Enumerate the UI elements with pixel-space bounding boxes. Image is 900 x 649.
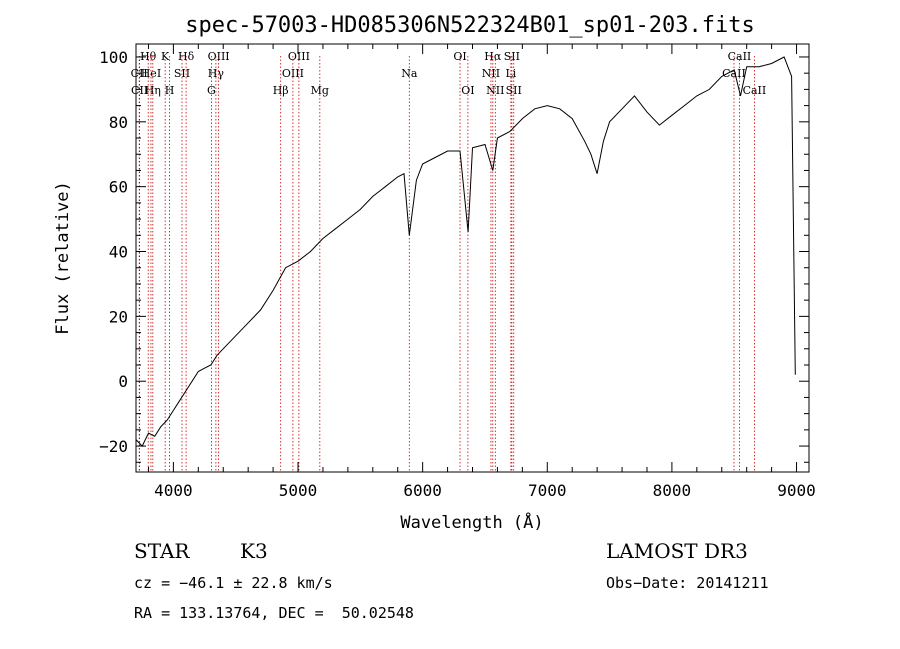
redshift-info: cz = −46.1 ± 22.8 km/s (134, 574, 333, 592)
spectral-line-label-4: Hη (145, 84, 161, 97)
chart-title: spec-57003-HD085306N522324B01_sp01-203.f… (185, 13, 755, 38)
spectral-line-label-18: OI (461, 84, 474, 97)
y-tick-label-4: 60 (109, 178, 128, 197)
x-tick-label-3: 7000 (528, 481, 567, 500)
spectral-line-label-6: H (165, 84, 175, 97)
spectral-line-label-8: Hδ (178, 50, 195, 63)
spectral-line-label-16: Na (401, 67, 418, 80)
spectral-line-label-25: CaII (722, 67, 746, 80)
y-tick-label-3: 40 (109, 243, 128, 262)
spectral-line-label-3: HeI (141, 67, 161, 80)
y-tick-label-2: 20 (109, 307, 128, 326)
spectral-line-label-13: OIII (282, 67, 304, 80)
y-tick-label-0: −20 (99, 437, 128, 456)
spectral-line-label-19: NII (482, 67, 500, 80)
spectral-line-label-2: CII (131, 84, 148, 97)
spectral-line-label-14: OIII (288, 50, 310, 63)
x-tick-label-2: 6000 (403, 481, 442, 500)
spectral-line-label-17: OI (453, 50, 466, 63)
spectral-line-label-20: Hα (484, 50, 502, 63)
object-subclass: K3 (240, 539, 268, 563)
spectral-line-label-10: OIII (208, 50, 230, 63)
x-tick-label-0: 4000 (154, 481, 193, 500)
y-axis-label: Flux (relative) (53, 181, 73, 335)
x-axis-label: Wavelength (Å) (400, 511, 543, 533)
spectral-line-label-24: SII (506, 84, 522, 97)
spectral-line-label-7: SII (174, 67, 190, 80)
obs-date: Obs−Date: 20141211 (606, 574, 769, 592)
y-tick-label-1: 0 (118, 372, 128, 391)
spectral-line-label-23: Li (505, 67, 516, 80)
spectral-line-label-12: Hβ (273, 84, 289, 97)
survey-name: LAMOST DR3 (606, 539, 748, 563)
coordinates: RA = 133.13764, DEC = 50.02548 (134, 604, 414, 622)
spectral-lines-layer: HθCIICIIHeIHηKHSIIHδGOIIIHγHβOIIIOIIIMgN… (131, 50, 767, 472)
spectral-line-label-9: G (207, 84, 216, 97)
y-tick-label-6: 100 (99, 48, 128, 67)
spectral-line-label-22: SII (504, 50, 520, 63)
spectral-line-label-26: CaII (728, 50, 752, 63)
spectral-line-label-15: Mg (311, 84, 329, 97)
spectral-line-label-27: CaII (743, 84, 767, 97)
y-tick-label-5: 80 (109, 113, 128, 132)
x-tick-label-5: 9000 (777, 481, 816, 500)
series-layer (135, 56, 796, 447)
x-tick-label-1: 5000 (279, 481, 318, 500)
axis-ticks-layer: 4000 5000 6000 7000 8000 9000 −20 0 20 40 60 80 100 (99, 44, 816, 500)
plot-frame (135, 43, 810, 473)
spectral-line-label-21: NII (486, 84, 504, 97)
x-tick-label-4: 8000 (653, 481, 692, 500)
spectral-line-label-11: Hγ (208, 67, 225, 80)
object-class: STAR (134, 539, 190, 563)
spectral-line-label-5: K (161, 50, 170, 63)
series-line-spectrum (135, 56, 796, 447)
